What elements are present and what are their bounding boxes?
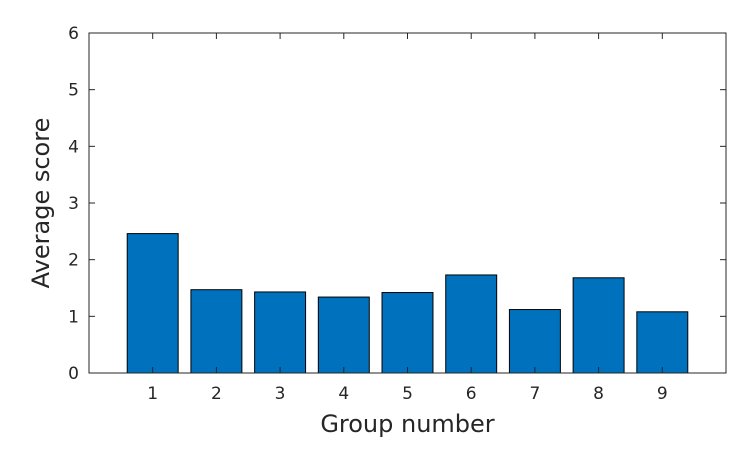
- y-tick-label: 2: [68, 251, 79, 271]
- y-tick-label: 4: [68, 137, 79, 157]
- ticks-group: 1 2 3 4 5 6 7 8 9 0 1 2 3 4 5 6: [68, 24, 726, 404]
- bar-group-4: [317, 296, 370, 374]
- x-axis-label: Group number: [320, 410, 494, 438]
- bar-group-2: [190, 289, 243, 374]
- x-tick-label: 6: [466, 384, 477, 404]
- y-tick-label: 1: [68, 307, 79, 327]
- y-tick-label: 6: [68, 24, 79, 44]
- bar-group-1: [126, 233, 179, 374]
- bar-group-5: [381, 292, 434, 374]
- x-tick-label: 5: [402, 384, 413, 404]
- bars-group: [126, 233, 689, 374]
- y-tick-label: 0: [68, 364, 79, 384]
- y-tick-label: 3: [68, 194, 79, 214]
- x-tick-label: 8: [593, 384, 604, 404]
- x-tick-label: 9: [657, 384, 668, 404]
- x-tick-label: 4: [338, 384, 349, 404]
- y-tick-label: 5: [68, 81, 79, 101]
- bar-group-8: [572, 277, 625, 374]
- bar-group-6: [445, 274, 498, 374]
- x-tick-label: 3: [275, 384, 286, 404]
- bar-group-7: [508, 309, 561, 374]
- x-tick-label: 1: [147, 384, 158, 404]
- y-axis-label: Average score: [27, 118, 55, 289]
- bar-group-3: [254, 291, 307, 374]
- bar-group-9: [636, 311, 689, 374]
- x-tick-label: 7: [529, 384, 540, 404]
- x-tick-label: 2: [211, 384, 222, 404]
